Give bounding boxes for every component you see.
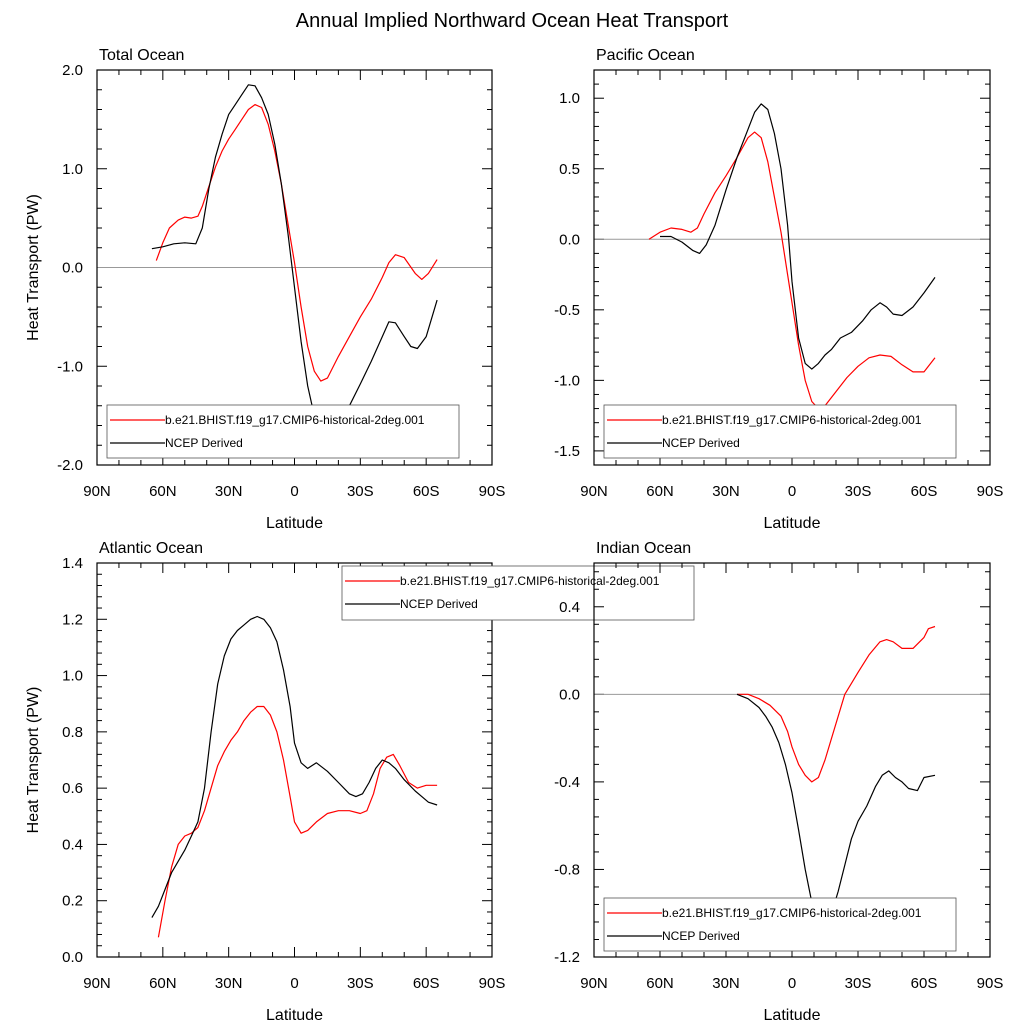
x-tick-label: 90N	[83, 483, 111, 500]
y-tick-label: 1.2	[62, 611, 83, 628]
x-tick-label: 30S	[845, 975, 872, 992]
series-line-ncep	[151, 615, 438, 918]
y-tick-label: -0.4	[554, 774, 580, 791]
legend: b.e21.BHIST.f19_g17.CMIP6-historical-2de…	[603, 897, 957, 952]
y-tick-label: 0.4	[559, 599, 580, 616]
series-line-ncep	[660, 103, 936, 370]
plot-frame	[96, 562, 493, 958]
y-tick-label: -1.5	[554, 443, 580, 460]
y-tick-label: 1.0	[62, 668, 83, 685]
y-tick-label: 0.0	[62, 949, 83, 966]
y-tick-label: -0.5	[554, 302, 580, 319]
chart-panel: Total Ocean Heat Transport (PW) Latitude 90…	[25, 47, 505, 532]
legend-box	[341, 565, 695, 621]
legend: b.e21.BHIST.f19_g17.CMIP6-historical-2de…	[603, 404, 957, 459]
x-tick-label: 30S	[845, 483, 872, 500]
y-tick-label: 1.0	[559, 90, 580, 107]
panel-title: Indian Ocean	[596, 540, 691, 557]
y-tick-label: 0.0	[62, 260, 83, 277]
plot-frame	[96, 69, 493, 466]
y-tick-label: -2.0	[57, 457, 83, 474]
x-tick-label: 60S	[911, 483, 938, 500]
y-tick-label: 0.0	[559, 231, 580, 248]
series-line-ncep	[151, 84, 438, 434]
x-axis-label: Latitude	[764, 515, 821, 532]
x-tick-label: 60N	[149, 975, 177, 992]
legend-box	[603, 897, 957, 952]
y-tick-label: 0.2	[62, 893, 83, 910]
y-tick-label: -1.2	[554, 949, 580, 966]
x-tick-label: 30N	[712, 975, 740, 992]
chart-panel: Atlantic Ocean Heat Transport (PW) Latitud…	[25, 540, 695, 1024]
x-axis-label: Latitude	[266, 515, 323, 532]
x-tick-label: 60N	[149, 483, 177, 500]
y-tick-label: 0.6	[62, 780, 83, 797]
legend-entry: NCEP Derived	[662, 929, 740, 943]
x-tick-label: 60N	[646, 483, 674, 500]
x-tick-label: 90S	[977, 483, 1004, 500]
y-tick-label: 0.4	[62, 836, 83, 853]
plot-frame	[593, 562, 991, 958]
panel-title: Pacific Ocean	[596, 47, 695, 64]
legend-entry: NCEP Derived	[165, 436, 243, 450]
legend: b.e21.BHIST.f19_g17.CMIP6-historical-2de…	[106, 404, 460, 459]
legend-entry: NCEP Derived	[400, 597, 478, 611]
chart-panel: Pacific Ocean Latitude 90N 60N 30N 0 30S 60S 90S…	[554, 47, 1003, 532]
panels-container: Total Ocean Heat Transport (PW) Latitude 90…	[25, 47, 1003, 1024]
x-tick-label: 0	[788, 483, 796, 500]
x-tick-label: 30N	[712, 483, 740, 500]
x-axis-label: Latitude	[764, 1007, 821, 1024]
x-tick-label: 0	[290, 975, 298, 992]
x-tick-label: 0	[788, 975, 796, 992]
y-tick-label: 0.5	[559, 161, 580, 178]
x-tick-label: 30N	[215, 483, 243, 500]
y-axis-label: Heat Transport (PW)	[25, 194, 42, 341]
x-tick-label: 30N	[215, 975, 243, 992]
x-tick-label: 0	[290, 483, 298, 500]
panel-title: Total Ocean	[99, 47, 184, 64]
legend-entry: b.e21.BHIST.f19_g17.CMIP6-historical-2de…	[165, 413, 425, 427]
legend-entry: b.e21.BHIST.f19_g17.CMIP6-historical-2de…	[662, 413, 922, 427]
legend: b.e21.BHIST.f19_g17.CMIP6-historical-2de…	[341, 565, 695, 621]
x-tick-label: 90N	[83, 975, 111, 992]
y-tick-label: 1.0	[62, 161, 83, 178]
legend-entry: b.e21.BHIST.f19_g17.CMIP6-historical-2de…	[400, 574, 660, 588]
figure-title: Annual Implied Northward Ocean Heat Tran…	[296, 10, 729, 32]
chart-panel: Indian Ocean Latitude 90N 60N 30N 0 30S 60S 90S -…	[554, 540, 1003, 1024]
x-tick-label: 60N	[646, 975, 674, 992]
plot-frame	[593, 69, 991, 466]
x-tick-label: 30S	[347, 975, 374, 992]
series-line-model	[737, 625, 936, 783]
y-tick-label: -0.8	[554, 861, 580, 878]
x-tick-label: 90S	[479, 975, 506, 992]
legend-entry: NCEP Derived	[662, 436, 740, 450]
y-tick-label: -1.0	[57, 358, 83, 375]
x-tick-label: 90S	[479, 483, 506, 500]
series-line-ncep	[736, 693, 936, 923]
x-tick-label: 60S	[413, 483, 440, 500]
series-line-model	[155, 103, 438, 382]
x-tick-label: 90N	[580, 975, 608, 992]
y-axis-label: Heat Transport (PW)	[25, 687, 42, 834]
x-tick-label: 60S	[911, 975, 938, 992]
y-tick-label: 1.4	[62, 555, 83, 572]
y-tick-label: 2.0	[62, 62, 83, 79]
y-tick-label: 0.8	[62, 724, 83, 741]
x-tick-label: 90N	[580, 483, 608, 500]
series-line-model	[157, 705, 438, 938]
x-tick-label: 60S	[413, 975, 440, 992]
x-tick-label: 90S	[977, 975, 1004, 992]
x-tick-label: 30S	[347, 483, 374, 500]
y-tick-label: -1.0	[554, 372, 580, 389]
legend-entry: b.e21.BHIST.f19_g17.CMIP6-historical-2de…	[662, 906, 922, 920]
legend-box	[106, 404, 460, 459]
legend-box	[603, 404, 957, 459]
series-line-model	[648, 131, 936, 410]
x-axis-label: Latitude	[266, 1007, 323, 1024]
panel-title: Atlantic Ocean	[99, 540, 203, 557]
y-tick-label: 0.0	[559, 686, 580, 703]
